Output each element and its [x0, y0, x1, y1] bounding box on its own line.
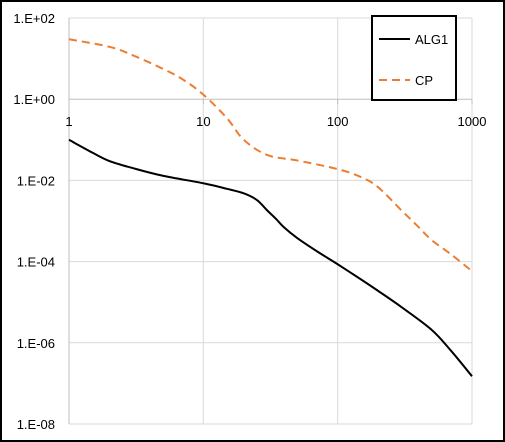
- tick-label-layer: 1 10 100 1000 1.E+02 1.E+00 1.E-02 1.E-04 1.E-06…: [13, 11, 486, 432]
- legend-box: [371, 15, 457, 101]
- y-tick-label: 1.E-04: [17, 255, 55, 270]
- y-tick-label: 1.E-06: [17, 336, 55, 351]
- chart-legend: ALG1 CP: [371, 15, 457, 101]
- y-tick-label: 1.E+02: [13, 11, 55, 26]
- x-tick-label: 10: [196, 114, 210, 129]
- legend-label-cp: CP: [415, 73, 433, 88]
- x-tick-label: 1000: [458, 114, 487, 129]
- y-tick-label: 1.E-02: [17, 173, 55, 188]
- grid-layer: [69, 17, 473, 425]
- series-layer: [68, 38, 473, 377]
- x-tick-label: 1: [65, 114, 72, 129]
- y-tick-label: 1.E+00: [13, 92, 55, 107]
- series-line-alg1: [68, 138, 473, 377]
- y-tick-label: 1.E-08: [17, 417, 55, 432]
- x-tick-label: 100: [327, 114, 349, 129]
- legend-label-alg1: ALG1: [415, 32, 448, 47]
- series-line-cp: [68, 38, 473, 272]
